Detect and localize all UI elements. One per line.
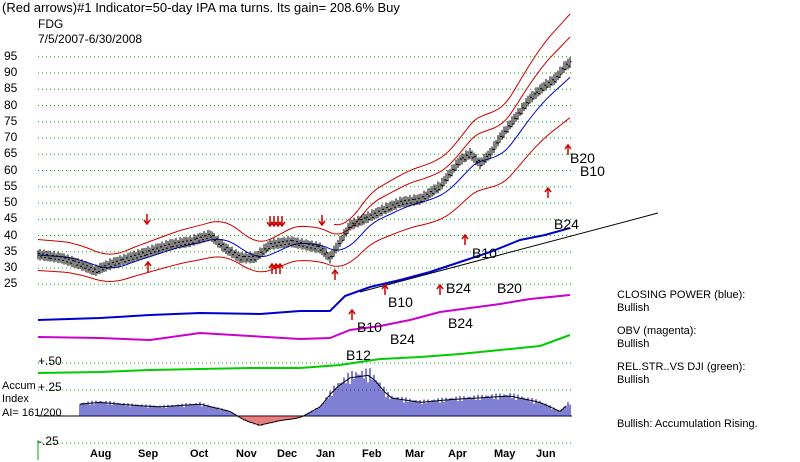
closing-power-line: [37, 227, 571, 321]
month-label: Jun: [536, 448, 556, 460]
buy-arrow: [564, 143, 572, 155]
buy-arrow: [381, 283, 389, 295]
signal-label: B10: [472, 245, 497, 261]
buy-arrow: [544, 186, 552, 198]
price-tick-label: 40: [4, 227, 18, 242]
price-tick-label: 55: [4, 178, 18, 193]
month-label: May: [494, 448, 516, 460]
signal-label: B24: [446, 280, 471, 296]
relstr-value: Bullish: [617, 374, 650, 386]
closing-power-label: CLOSING POWER (blue):: [617, 289, 746, 301]
relstr-label: REL.STR..VS DJI (green):: [617, 361, 746, 373]
obv-value: Bullish: [617, 338, 650, 350]
accum-title-2: Index: [2, 393, 29, 405]
price-tick-label: 75: [4, 113, 18, 128]
trend-line: [359, 212, 659, 293]
buy-arrow: [348, 308, 356, 320]
price-tick-label: 70: [4, 130, 18, 144]
price-tick-label: 25: [4, 276, 18, 291]
price-tick-label: 45: [4, 211, 18, 226]
sell-arrow: [143, 214, 151, 226]
grid-lines: [37, 56, 572, 460]
price-tick-label: 80: [4, 97, 18, 112]
signal-label: B10: [388, 294, 413, 310]
obv-line: [37, 294, 571, 342]
month-label: Mar: [405, 448, 425, 460]
price-tick-label: 60: [4, 162, 18, 177]
outer-band: [333, 13, 571, 226]
price-tick-label: 95: [4, 48, 18, 63]
bollinger-bands: [37, 13, 571, 283]
signal-label: B10: [580, 163, 605, 179]
signal-label: B20: [570, 150, 595, 166]
month-label: Nov: [236, 448, 257, 460]
trend-line: [359, 212, 659, 293]
buy-arrow: [276, 262, 284, 274]
relstr-line: [37, 334, 571, 374]
signal-arrows: [143, 143, 572, 320]
signal-label: B24: [448, 315, 473, 331]
obv-path: [37, 294, 571, 342]
price-tick-label: 90: [4, 65, 18, 79]
price-bars: [37, 57, 572, 277]
month-label: Oct: [190, 448, 209, 460]
symbol-label: FDG: [38, 17, 64, 31]
signal-label: B20: [497, 280, 522, 296]
month-label: Feb: [362, 448, 382, 460]
sell-arrow: [278, 216, 286, 228]
buy-arrow: [436, 283, 444, 295]
accum-plus50: +.50: [38, 354, 62, 368]
price-tick-label: 85: [4, 81, 18, 96]
price-tick-label: 35: [4, 243, 18, 258]
signal-label: B12: [346, 347, 371, 363]
closing-power-value: Bullish: [617, 302, 650, 314]
accum-ma-line: [79, 374, 567, 426]
buy-arrow: [461, 233, 469, 245]
price-tick-label: 65: [4, 146, 18, 161]
accum-minus25: -.25: [38, 434, 59, 448]
signal-label: B10: [357, 319, 382, 335]
sell-arrow: [318, 215, 326, 227]
accum-title-1: Accum: [2, 380, 36, 392]
relstr-path: [37, 334, 571, 374]
signal-label: B24: [554, 216, 579, 232]
month-label: Sep: [138, 448, 159, 460]
obv-label: OBV (magenta):: [617, 325, 697, 337]
buy-arrow: [144, 260, 152, 272]
accum-plus25: +.25: [38, 380, 62, 394]
summary-text: Bullish: Accumulation Rising.: [617, 418, 758, 430]
price-tick-label: 50: [4, 195, 18, 209]
month-label: Aug: [90, 448, 112, 460]
price-tick-label: 30: [4, 260, 18, 274]
accum-bars: [79, 368, 571, 426]
month-label: Dec: [277, 448, 298, 460]
chart-title: (Red arrows)#1 Indicator=50-day IPA ma t…: [2, 0, 400, 15]
date-range: 7/5/2007-6/30/2008: [38, 32, 143, 46]
lower-band: [37, 117, 571, 283]
closing-power-path: [37, 227, 571, 321]
buy-arrow: [331, 268, 339, 280]
signal-label: B24: [390, 331, 415, 347]
upper-band: [37, 36, 571, 255]
month-label: Jan: [316, 448, 335, 460]
month-label: Apr: [448, 448, 467, 460]
